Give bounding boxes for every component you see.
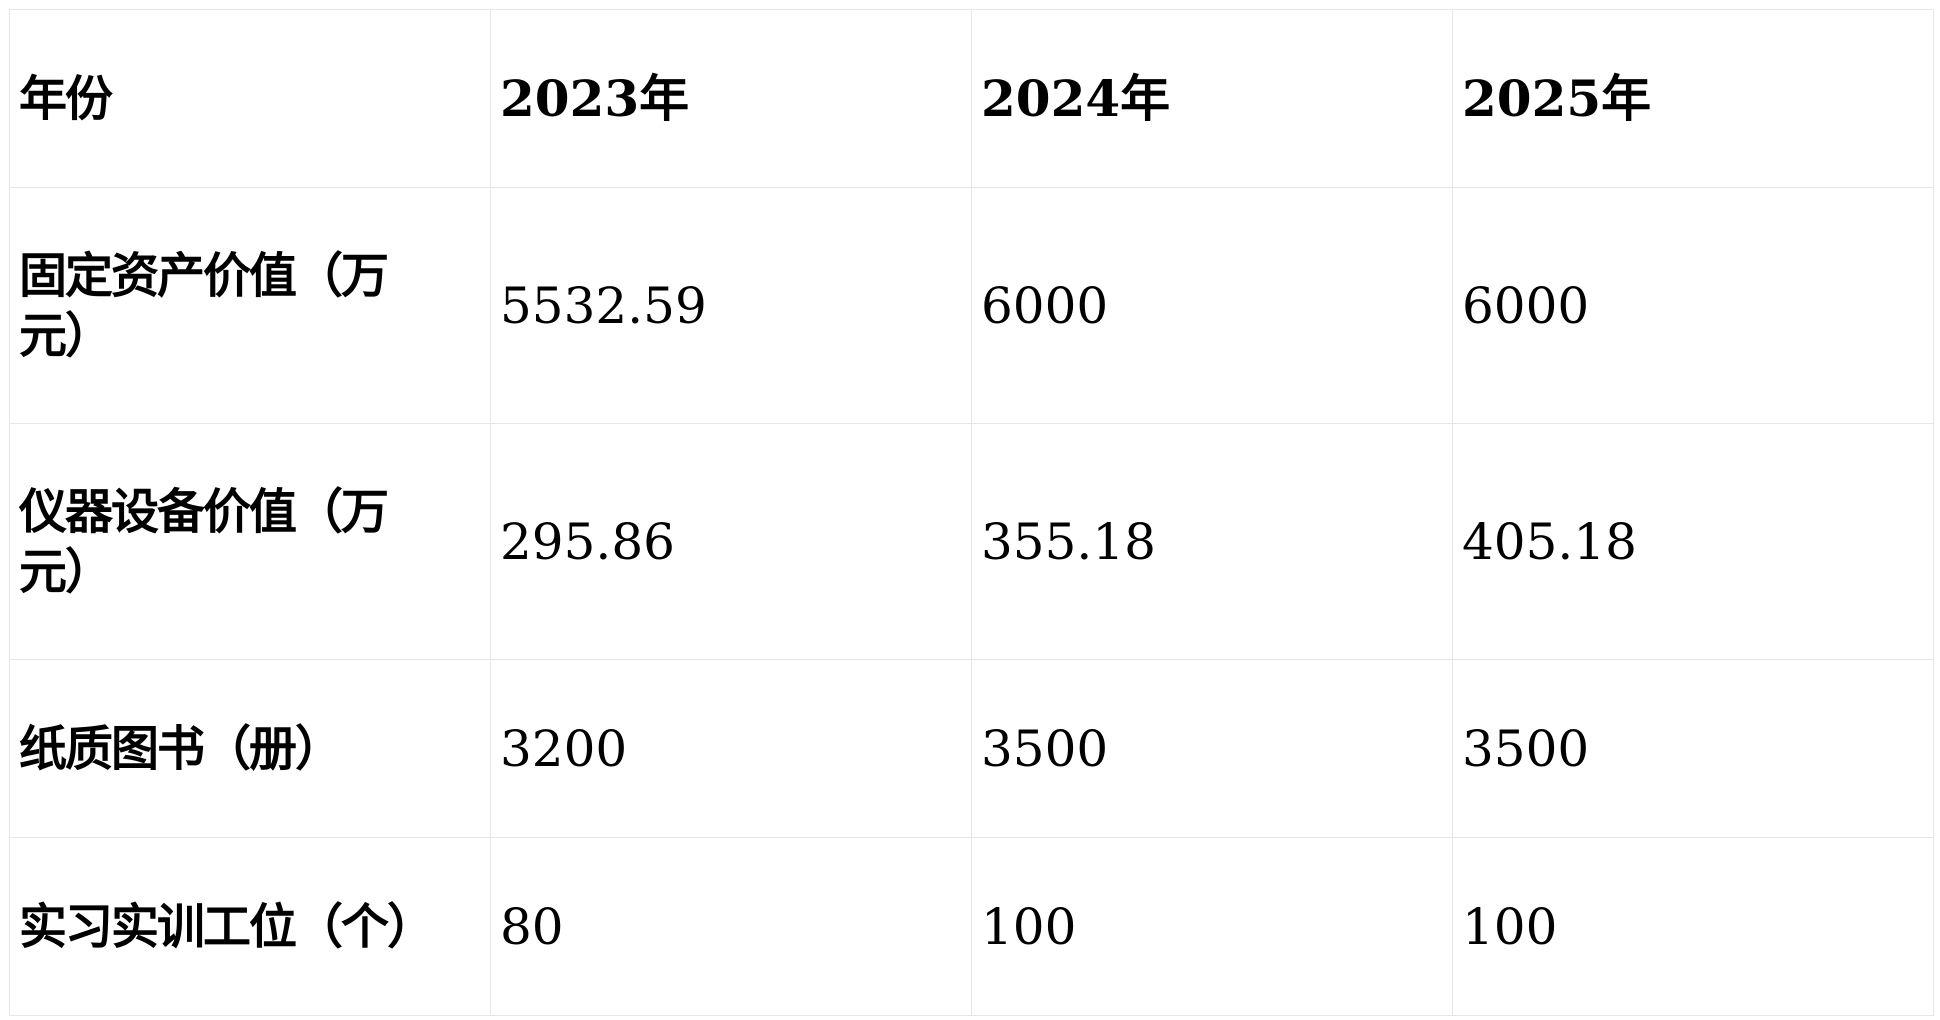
table-cell: 100 [971, 837, 1453, 1016]
table-cell: 3200 [490, 659, 972, 838]
table-cell: 295.86 [490, 423, 972, 660]
table-row: 实习实训工位（个） 80 100 100 [9, 837, 1934, 1016]
table-cell: 3500 [1452, 659, 1934, 838]
table-row: 仪器设备价值（万元） 295.86 355.18 405.18 [9, 423, 1934, 660]
row-label: 实习实训工位（个） [9, 837, 491, 1016]
table-cell: 80 [490, 837, 972, 1016]
header-row: 年份 2023年 2024年 2025年 [9, 9, 1934, 188]
row-label: 纸质图书（册） [9, 659, 491, 838]
table-cell: 405.18 [1452, 423, 1934, 660]
table-row: 纸质图书（册） 3200 3500 3500 [9, 659, 1934, 838]
header-cell-2024: 2024年 [971, 9, 1453, 188]
table-cell: 100 [1452, 837, 1934, 1016]
header-cell-2025: 2025年 [1452, 9, 1934, 188]
table-cell: 5532.59 [490, 187, 972, 424]
header-cell-year: 年份 [9, 9, 491, 188]
row-label: 仪器设备价值（万元） [9, 423, 491, 660]
table-cell: 6000 [971, 187, 1453, 424]
table-cell: 355.18 [971, 423, 1453, 660]
row-label: 固定资产价值（万元） [9, 187, 491, 424]
table-cell: 3500 [971, 659, 1453, 838]
data-table: 年份 2023年 2024年 2025年 固定资产价值（万元） 5532.59 … [9, 9, 1934, 1016]
header-cell-2023: 2023年 [490, 9, 972, 188]
table-row: 固定资产价值（万元） 5532.59 6000 6000 [9, 187, 1934, 424]
table-cell: 6000 [1452, 187, 1934, 424]
